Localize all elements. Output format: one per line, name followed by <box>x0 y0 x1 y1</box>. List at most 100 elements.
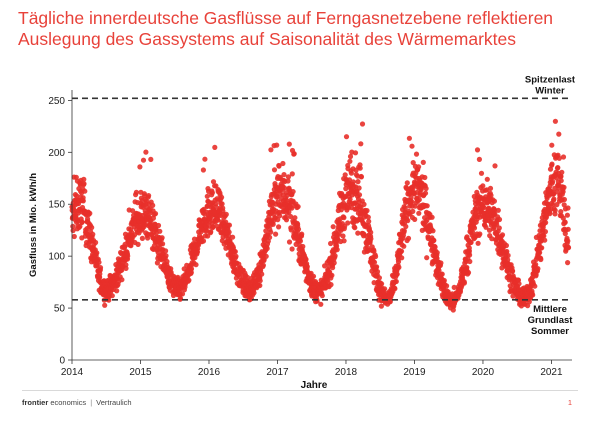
data-point <box>212 144 218 150</box>
title-line-1: Tägliche innerdeutsche Gasflüsse auf Fer… <box>18 8 554 28</box>
x-tick-label: 2016 <box>198 367 221 378</box>
data-point <box>538 256 544 263</box>
data-point <box>106 297 112 303</box>
chart-title: Tägliche innerdeutsche Gasflüsse auf Fer… <box>18 8 588 50</box>
data-point <box>399 255 405 261</box>
data-point <box>555 165 561 171</box>
data-point <box>223 211 229 217</box>
data-point <box>409 199 415 205</box>
data-point <box>530 292 536 298</box>
data-point <box>257 282 263 289</box>
data-point <box>481 205 487 211</box>
data-point <box>215 217 221 223</box>
data-point <box>558 209 564 215</box>
data-point <box>402 205 408 211</box>
data-point <box>355 230 361 236</box>
data-point <box>193 262 199 268</box>
data-point <box>318 301 324 307</box>
data-point <box>393 278 399 285</box>
footer-separator: | <box>90 398 93 407</box>
data-point <box>565 238 571 244</box>
data-point <box>347 158 353 164</box>
x-tick-label: 2014 <box>61 367 84 378</box>
data-point <box>431 237 437 243</box>
data-point <box>547 211 553 217</box>
data-point <box>157 228 163 234</box>
data-point <box>109 293 115 299</box>
data-point <box>476 156 482 162</box>
data-point <box>404 180 410 186</box>
data-point <box>286 209 292 215</box>
reference-line-label: Spitzenlast <box>525 74 576 85</box>
data-point <box>550 179 556 185</box>
confidentiality-label: Vertraulich <box>96 398 132 407</box>
data-point <box>114 288 120 294</box>
data-point <box>271 167 278 173</box>
data-point <box>550 202 556 208</box>
data-point <box>290 189 296 195</box>
reference-line-label: Grundlast <box>528 315 574 326</box>
data-point <box>281 172 287 178</box>
data-point <box>81 181 87 187</box>
axes: 0 50 100 150 200 250 2014 2015 2016 2017 2018 2019 2… <box>48 90 572 378</box>
data-point <box>300 243 306 250</box>
data-points <box>69 118 572 313</box>
data-point <box>395 259 402 265</box>
data-point <box>561 184 567 190</box>
data-point <box>97 265 104 271</box>
data-point <box>297 238 303 244</box>
data-point <box>487 185 494 191</box>
data-point <box>233 253 239 259</box>
data-point <box>137 164 143 170</box>
data-point <box>341 215 347 221</box>
data-point <box>504 248 510 255</box>
data-point <box>277 213 283 219</box>
data-point <box>475 240 481 246</box>
data-point <box>346 177 353 183</box>
data-point <box>405 218 411 224</box>
footer: frontier economics | Vertraulich <box>22 398 132 407</box>
data-point <box>257 278 263 284</box>
data-point <box>209 190 215 196</box>
data-point <box>210 179 217 185</box>
data-point <box>560 154 567 160</box>
data-point <box>401 243 407 249</box>
data-point <box>483 224 489 230</box>
data-point <box>438 260 444 266</box>
data-point <box>70 223 76 229</box>
data-point <box>420 159 426 165</box>
data-point <box>374 269 381 275</box>
data-point <box>304 264 310 270</box>
data-point <box>516 281 522 287</box>
data-point <box>148 156 154 162</box>
reference-line-label: Mittlere <box>533 304 567 315</box>
data-point <box>496 216 503 223</box>
data-point <box>429 214 435 220</box>
data-point <box>371 259 378 265</box>
y-tick-label: 100 <box>48 252 65 263</box>
data-point <box>432 244 438 250</box>
data-point <box>146 193 152 199</box>
data-point <box>280 160 286 167</box>
data-point <box>251 290 257 296</box>
data-point <box>208 229 214 235</box>
data-point <box>291 151 297 157</box>
data-point <box>359 121 366 127</box>
data-point <box>130 208 136 214</box>
data-point <box>133 189 139 195</box>
data-point <box>204 193 210 199</box>
data-point <box>477 231 483 237</box>
data-point <box>465 270 472 276</box>
data-point <box>565 260 571 266</box>
data-point <box>259 271 265 277</box>
data-point <box>484 176 490 182</box>
data-point <box>556 155 562 161</box>
data-point <box>200 238 207 244</box>
y-tick-label: 250 <box>48 96 65 107</box>
data-point <box>226 222 232 228</box>
data-point <box>154 260 160 266</box>
data-point <box>412 216 418 222</box>
data-point <box>350 179 356 185</box>
